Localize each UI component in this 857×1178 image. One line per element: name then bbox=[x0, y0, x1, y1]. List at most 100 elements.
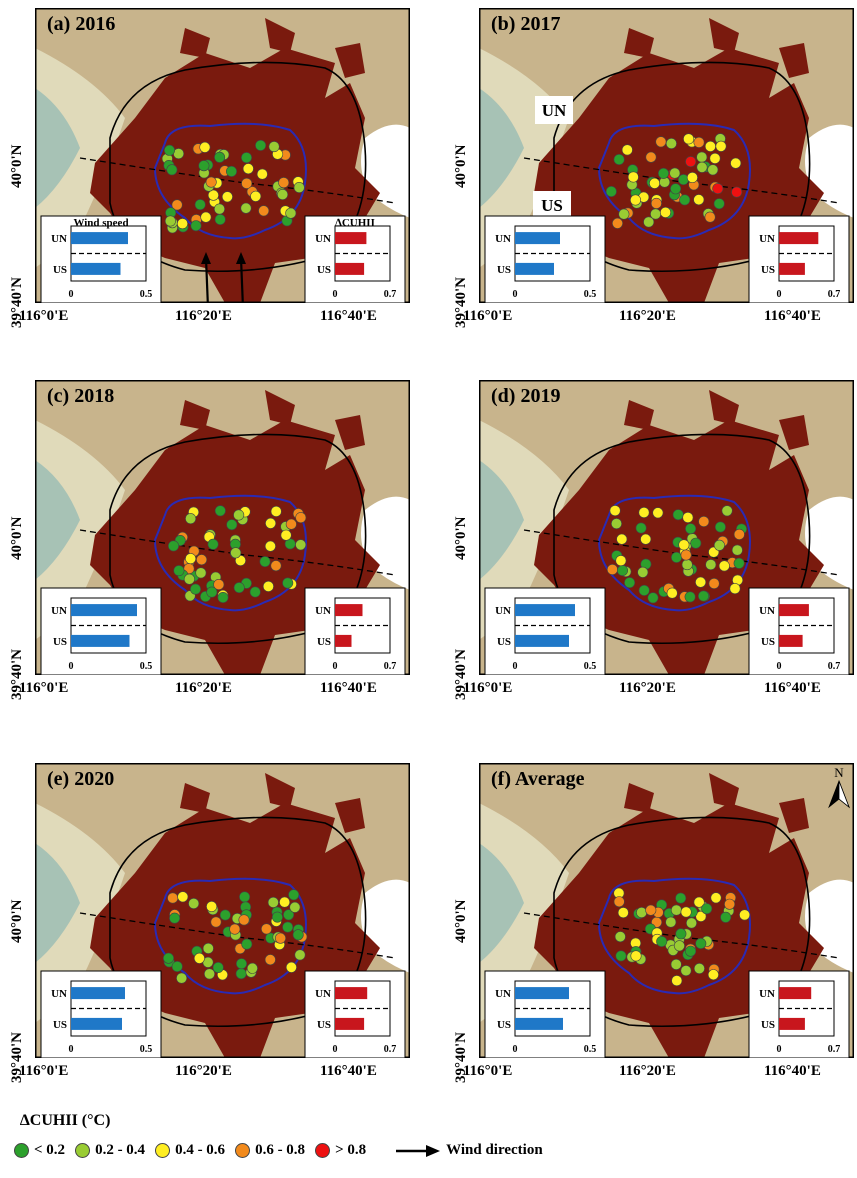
legend-item: < 0.2 bbox=[14, 1142, 65, 1159]
lon-label-right: 116°40'E bbox=[764, 680, 821, 696]
station-dot bbox=[265, 517, 277, 529]
wind-speed-bar-us bbox=[71, 1017, 122, 1030]
station-dot bbox=[292, 929, 304, 941]
station-dot bbox=[229, 923, 241, 935]
station-dot bbox=[185, 553, 197, 565]
panel-label: (b) 2017 bbox=[491, 13, 560, 35]
wind-speed-label-us: US bbox=[53, 636, 67, 648]
station-dot bbox=[293, 182, 305, 194]
map-svg: (a) 2016 Wind speed UN US 0 0.5 ∆CUHII UN US 0 0.7 bbox=[35, 8, 410, 303]
station-dot bbox=[680, 906, 692, 918]
station-dot bbox=[270, 560, 282, 572]
arrow-right-icon bbox=[396, 1144, 441, 1157]
wind-speed-label-un: UN bbox=[495, 988, 511, 1000]
station-dot bbox=[617, 907, 629, 919]
cuhii-label-un: UN bbox=[759, 233, 775, 245]
station-dot bbox=[285, 207, 297, 219]
ring-road bbox=[553, 816, 811, 1028]
map-label-un: UN bbox=[542, 101, 567, 120]
station-dot bbox=[235, 968, 247, 980]
urban-patch bbox=[779, 43, 809, 78]
urban-patch bbox=[709, 18, 739, 53]
station-dot bbox=[635, 522, 647, 534]
legend-item: 0.2 - 0.4 bbox=[75, 1142, 145, 1159]
station-dot bbox=[202, 942, 214, 954]
station-dot bbox=[643, 216, 655, 228]
station-dot bbox=[693, 963, 705, 975]
station-dot bbox=[177, 218, 189, 230]
ring-road bbox=[553, 61, 811, 273]
station-dot bbox=[609, 505, 621, 517]
station-dot bbox=[733, 528, 745, 540]
station-dot bbox=[196, 554, 208, 566]
cuhii-label-us: US bbox=[317, 1019, 331, 1031]
lon-label-mid: 116°20'E bbox=[619, 308, 676, 324]
wind-speed-inset bbox=[40, 970, 162, 1058]
north-south-divider bbox=[79, 912, 396, 959]
station-dot bbox=[693, 896, 705, 908]
station-dot bbox=[650, 208, 662, 220]
legend-dot-icon bbox=[75, 1143, 91, 1158]
station-dot bbox=[739, 909, 751, 921]
urban-patch bbox=[335, 415, 365, 450]
station-dot bbox=[212, 962, 224, 974]
station-dot bbox=[655, 136, 667, 148]
station-dot bbox=[213, 579, 225, 591]
station-dot bbox=[613, 154, 625, 166]
station-dot bbox=[615, 950, 627, 962]
wind-speed-label-un: UN bbox=[51, 605, 67, 617]
legend-wind-label: Wind direction bbox=[446, 1142, 543, 1158]
urban-patch bbox=[265, 18, 295, 53]
legend-item-label: < 0.2 bbox=[34, 1142, 66, 1158]
cuhii-label-un: UN bbox=[315, 233, 331, 245]
wind-speed-label-us: US bbox=[497, 264, 511, 276]
station-dot bbox=[713, 539, 725, 551]
urban-patch bbox=[779, 415, 809, 450]
station-dot bbox=[695, 576, 707, 588]
station-dot bbox=[611, 518, 623, 530]
station-dot bbox=[670, 904, 682, 916]
station-dot bbox=[640, 533, 652, 545]
station-dot bbox=[671, 975, 683, 987]
cuhii-bar-un bbox=[779, 987, 812, 1000]
north-south-divider bbox=[79, 157, 396, 204]
cuhii-inset bbox=[748, 587, 850, 675]
panel-label: (d) 2019 bbox=[491, 385, 560, 407]
station-dot bbox=[278, 177, 290, 189]
station-dot bbox=[283, 909, 295, 921]
station-dot bbox=[183, 573, 195, 585]
map-frame bbox=[35, 8, 410, 303]
station-dot bbox=[645, 904, 657, 916]
station-dot bbox=[714, 521, 726, 533]
wind-speed-label-us: US bbox=[53, 264, 67, 276]
map-frame bbox=[35, 380, 410, 675]
station-dot bbox=[729, 583, 741, 595]
station-dot bbox=[217, 592, 229, 604]
station-dot bbox=[690, 537, 702, 549]
station-dot bbox=[267, 896, 279, 908]
station-dot bbox=[256, 168, 268, 180]
map-svg: (f) Average N UN US 0 0.5 UN US 0 0.7 bbox=[479, 763, 854, 1058]
station-dot bbox=[195, 567, 207, 579]
legend-dot-icon bbox=[235, 1143, 251, 1158]
us-label-box bbox=[533, 191, 571, 219]
station-dot bbox=[295, 539, 307, 551]
map-svg: (d) 2019 UN US 0 0.5 UN US 0 0.7 bbox=[479, 380, 854, 675]
station-dot bbox=[167, 892, 179, 904]
station-dot bbox=[259, 556, 271, 568]
lon-label-right: 116°40'E bbox=[320, 308, 377, 324]
lon-label-left: 116°0'E bbox=[463, 308, 513, 324]
station-dot bbox=[262, 580, 274, 592]
wind-speed-tick-min: 0 bbox=[513, 289, 518, 300]
ring-road bbox=[553, 433, 811, 645]
station-dot bbox=[176, 972, 188, 984]
station-dot bbox=[730, 157, 742, 169]
lat-label-top: 40°0'N bbox=[9, 516, 25, 561]
station-dot bbox=[270, 505, 282, 517]
station-dot bbox=[249, 586, 261, 598]
wind-speed-tick-min: 0 bbox=[69, 289, 74, 300]
station-dot bbox=[630, 950, 642, 962]
station-dot bbox=[241, 152, 253, 164]
ring-road bbox=[109, 433, 367, 645]
map-frame bbox=[479, 8, 854, 303]
